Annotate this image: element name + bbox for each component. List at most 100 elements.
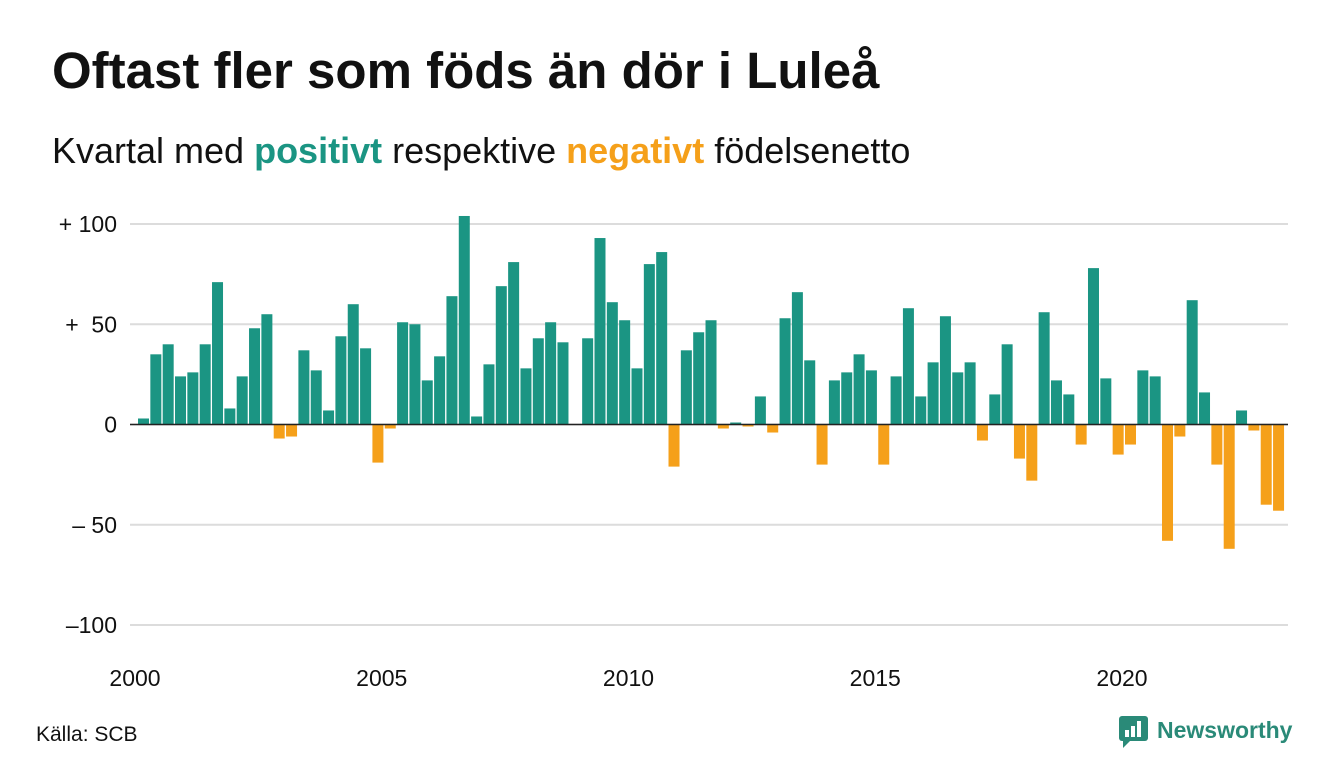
bar-2008-q2: [545, 322, 557, 425]
bar-2014-q4: [865, 370, 877, 425]
speech-bubble-bar-chart-icon: [1119, 716, 1148, 748]
y-axis: + 100 + 50 0 – 50 –100: [59, 211, 117, 638]
chart-subtitle: Kvartal med positivt respektive negativt…: [52, 130, 910, 171]
bar-2007-q4: [520, 368, 532, 425]
x-tick-label: 2000: [109, 665, 160, 691]
bar-2021-q3: [1199, 392, 1211, 425]
bar-2022-q3: [1248, 424, 1260, 431]
bar-2013-q2: [791, 292, 803, 425]
logo-wordmark: Newsworthy: [1157, 717, 1293, 743]
bar-2007-q3: [508, 262, 520, 425]
bar-2004-q1: [335, 336, 347, 425]
bar-2016-q4: [964, 362, 976, 425]
subtitle-negative-key: negativt: [566, 130, 704, 171]
bar-2019-q3: [1100, 378, 1112, 425]
bar-2002-q1: [236, 376, 248, 425]
bar-2006-q4: [471, 416, 483, 425]
bar-2015-q4: [915, 396, 927, 425]
bar-2017-q4: [1013, 424, 1025, 459]
bar-2009-q3: [606, 302, 618, 425]
bar-2016-q2: [939, 316, 951, 425]
bar-2005-q4: [421, 380, 433, 425]
bar-2010-q1: [631, 368, 643, 425]
bar-2022-q1: [1223, 424, 1235, 549]
y-tick-label: –100: [66, 612, 117, 638]
bar-2014-q1: [828, 380, 840, 425]
bar-2005-q2: [397, 322, 409, 425]
bar-2018-q1: [1026, 424, 1038, 481]
x-tick-label: 2005: [356, 665, 407, 691]
bar-2003-q2: [298, 350, 310, 425]
subtitle-text: födelsenetto: [704, 130, 910, 171]
bars: [138, 215, 1285, 549]
bar-2005-q1: [384, 424, 396, 429]
bar-2019-q4: [1112, 424, 1124, 455]
subtitle-positive-key: positivt: [254, 130, 382, 171]
icon-bar: [1137, 721, 1141, 737]
bar-2015-q1: [878, 424, 890, 465]
bar-2020-q1: [1125, 424, 1136, 445]
bar-2022-q2: [1236, 410, 1248, 425]
bar-2018-q3: [1050, 380, 1062, 425]
bar-2008-q1: [532, 338, 544, 425]
bar-2010-q4: [668, 424, 680, 467]
bar-2000-q4: [175, 376, 187, 425]
subtitle-text: Kvartal med: [52, 130, 254, 171]
bar-2002-q4: [273, 424, 285, 439]
bar-2017-q2: [989, 394, 1001, 425]
bar-2010-q3: [656, 252, 668, 425]
bar-2004-q3: [360, 348, 372, 425]
icon-bar: [1125, 730, 1129, 737]
bar-2006-q2: [446, 296, 458, 425]
bar-2014-q3: [853, 354, 865, 425]
y-tick-label: – 50: [72, 512, 117, 538]
bar-2013-q4: [816, 424, 828, 465]
bar-2009-q2: [594, 238, 606, 425]
bar-2003-q4: [323, 410, 335, 425]
bar-2005-q3: [409, 324, 421, 425]
bar-2013-q3: [804, 360, 816, 425]
bar-2022-q4: [1260, 424, 1272, 505]
x-tick-label: 2015: [850, 665, 901, 691]
bar-2012-q2: [742, 424, 754, 427]
bar-2011-q1: [680, 350, 692, 425]
bar-2004-q4: [372, 424, 384, 463]
bar-2021-q1: [1174, 424, 1186, 437]
x-tick-label: 2020: [1096, 665, 1147, 691]
bar-2015-q3: [902, 308, 914, 425]
bar-2010-q2: [643, 264, 655, 425]
bar-2003-q3: [310, 370, 322, 425]
bar-2003-q1: [286, 424, 298, 437]
bar-2020-q4: [1162, 424, 1174, 541]
bar-2006-q1: [434, 356, 446, 425]
bar-2002-q3: [261, 314, 273, 425]
bar-2001-q4: [224, 408, 236, 425]
bar-2004-q2: [347, 304, 359, 425]
bar-2018-q4: [1063, 394, 1075, 425]
newsworthy-logo: Newsworthy: [1119, 716, 1293, 748]
bar-2011-q4: [717, 424, 729, 429]
bar-2016-q1: [927, 362, 939, 425]
bar-2016-q3: [952, 372, 964, 425]
bar-2020-q2: [1137, 370, 1149, 425]
bar-2015-q2: [890, 376, 902, 425]
x-axis: 2000 2005 2010 2015 2020: [109, 665, 1147, 691]
bar-2007-q1: [483, 364, 495, 425]
bar-2000-q3: [162, 344, 174, 425]
bar-2019-q2: [1087, 268, 1099, 425]
bar-2006-q3: [458, 215, 470, 425]
bar-2011-q2: [693, 332, 705, 425]
bar-2001-q2: [199, 344, 211, 425]
bar-2013-q1: [779, 318, 791, 425]
chart-title: Oftast fler som föds än dör i Luleå: [52, 42, 880, 99]
bar-2014-q2: [841, 372, 853, 425]
bar-2001-q1: [187, 372, 199, 425]
y-tick-label: + 100: [59, 211, 117, 237]
bar-2000-q1: [138, 418, 149, 425]
y-tick-label: 0: [104, 412, 117, 438]
bar-2018-q2: [1038, 312, 1050, 425]
bar-2019-q1: [1075, 424, 1087, 445]
bar-2021-q2: [1186, 300, 1198, 425]
bar-2012-q3: [754, 396, 766, 425]
